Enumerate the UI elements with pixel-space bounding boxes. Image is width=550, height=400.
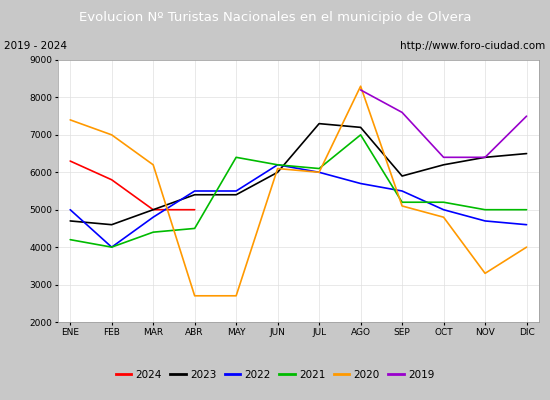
Legend: 2024, 2023, 2022, 2021, 2020, 2019: 2024, 2023, 2022, 2021, 2020, 2019 [112, 366, 438, 384]
Text: 2019 - 2024: 2019 - 2024 [4, 41, 68, 51]
Text: http://www.foro-ciudad.com: http://www.foro-ciudad.com [400, 41, 546, 51]
Text: Evolucion Nº Turistas Nacionales en el municipio de Olvera: Evolucion Nº Turistas Nacionales en el m… [79, 10, 471, 24]
